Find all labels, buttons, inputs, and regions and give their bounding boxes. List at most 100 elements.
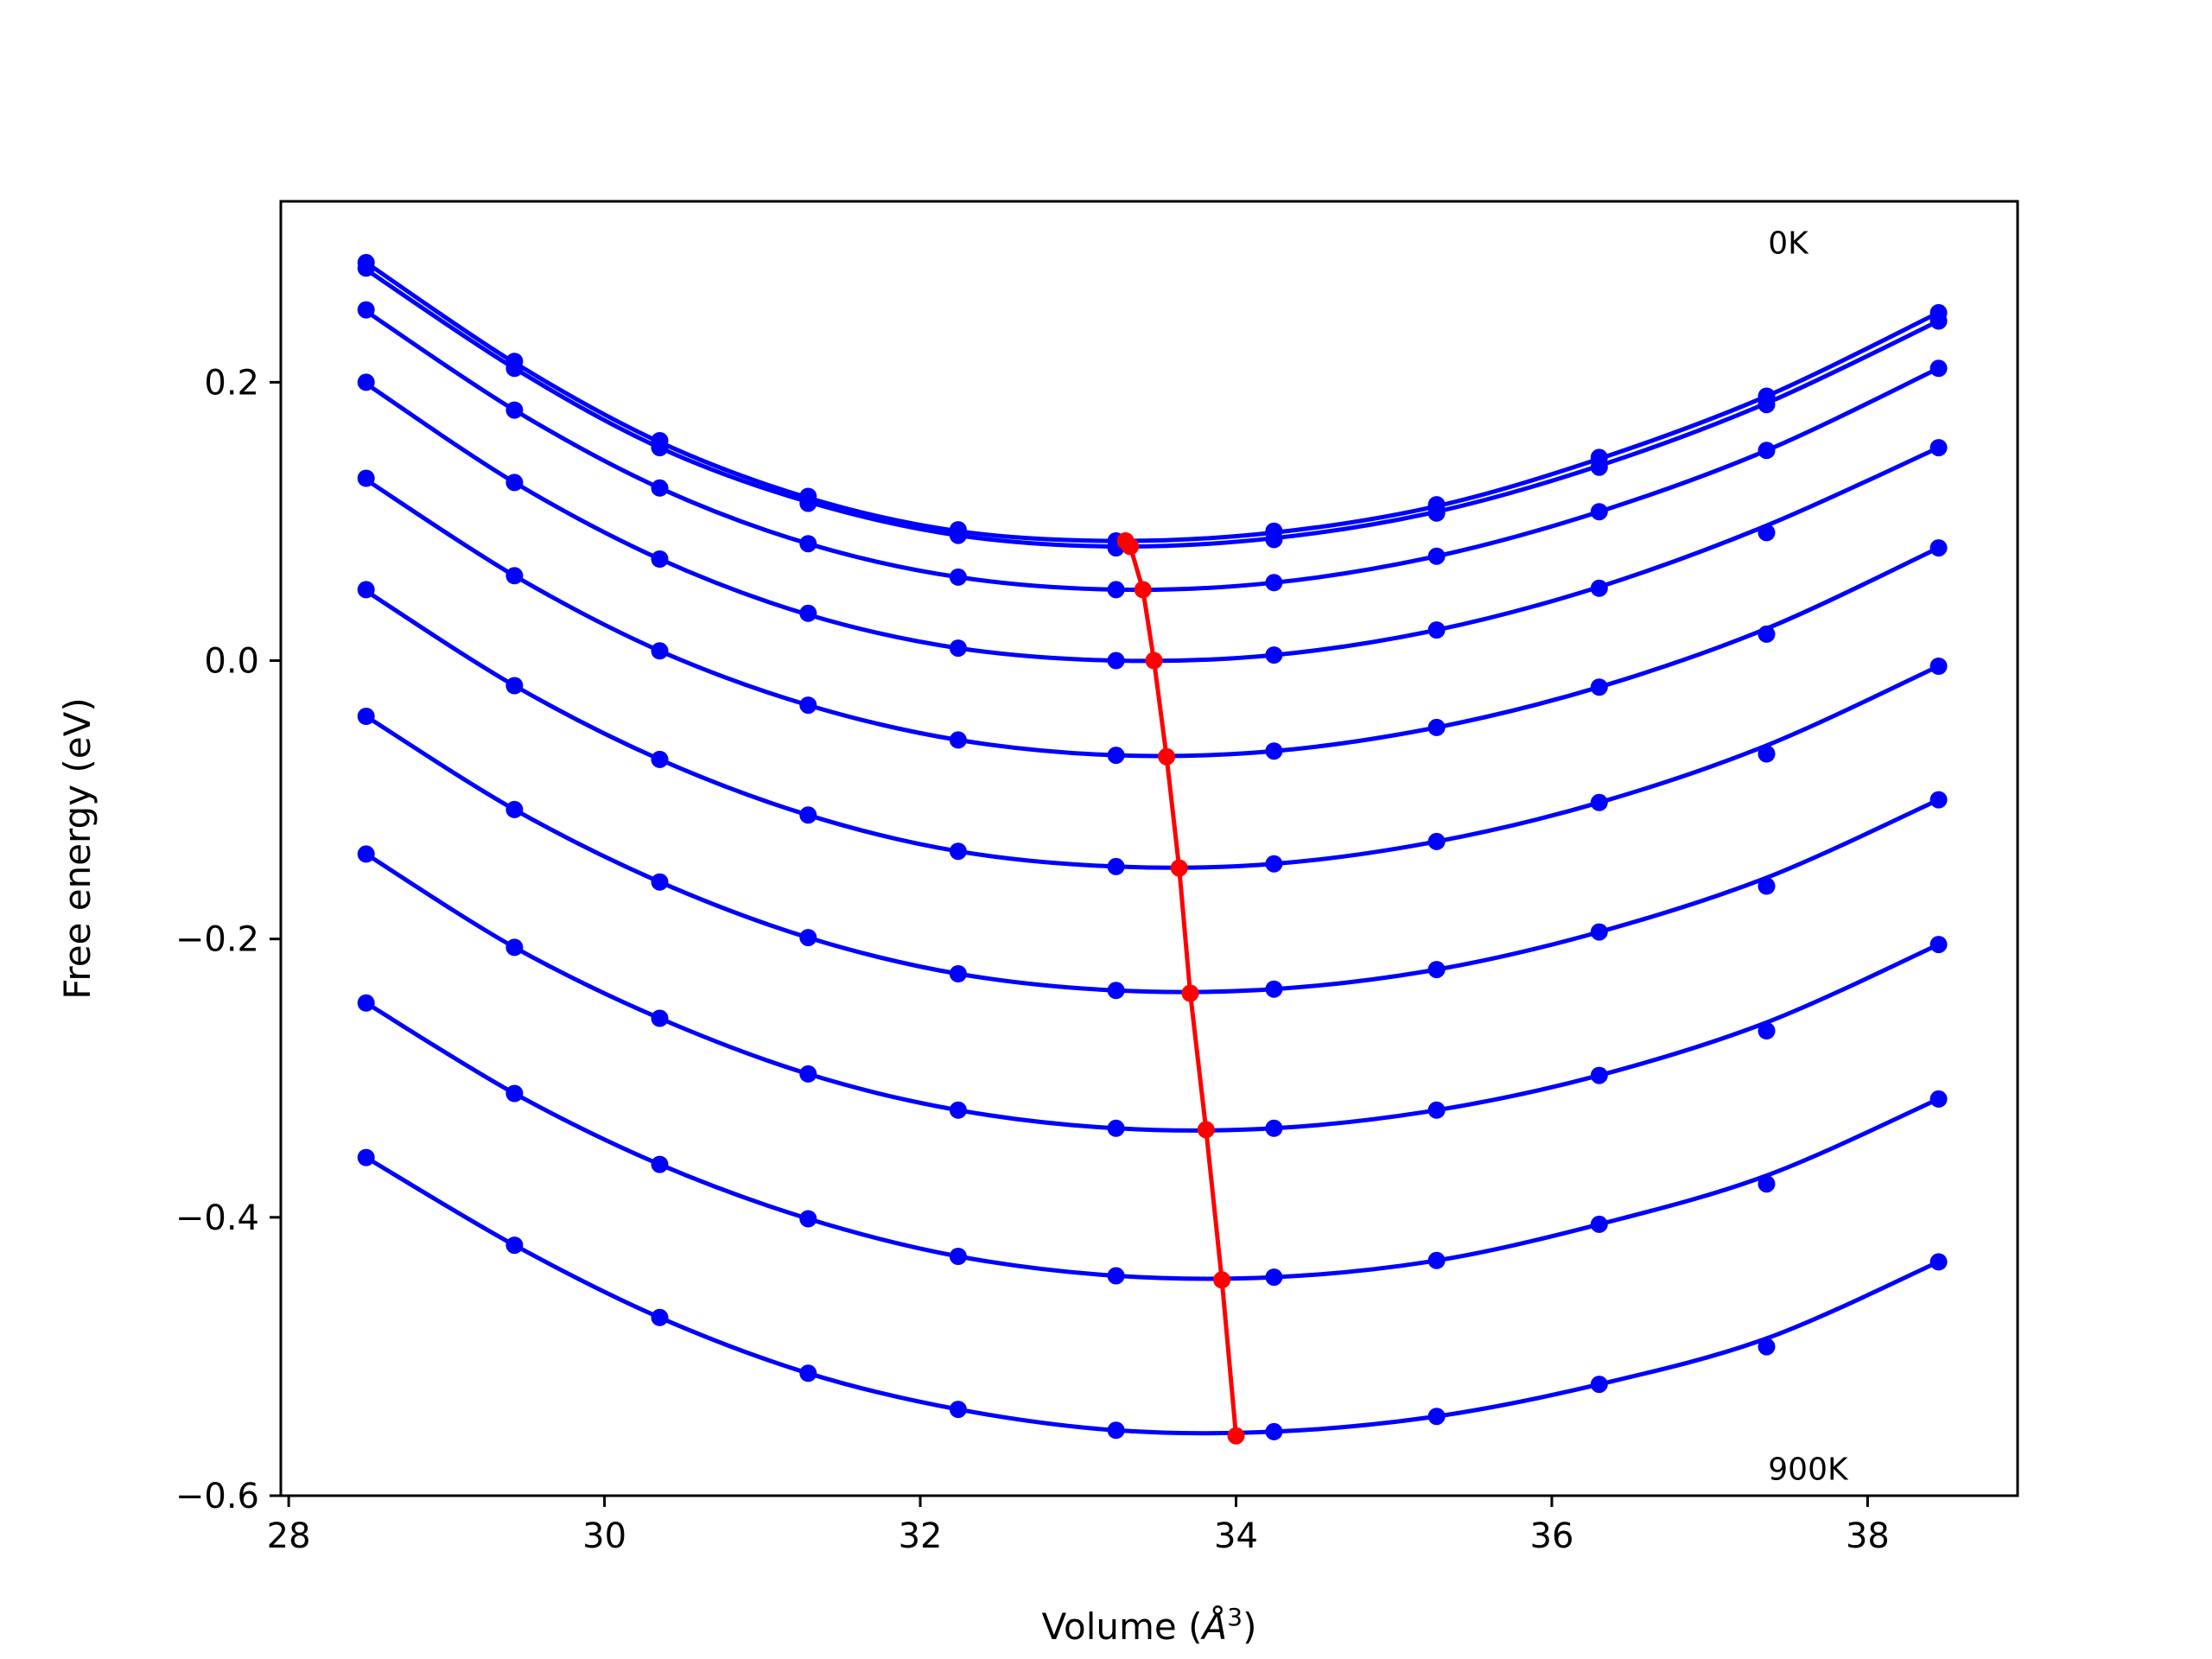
data-point-5-4 (949, 842, 967, 861)
data-point-2-6 (1265, 574, 1283, 592)
data-point-2-8 (1590, 503, 1608, 521)
data-point-8-2 (651, 1155, 669, 1173)
data-point-7-3 (799, 1065, 817, 1083)
data-point-2-1 (505, 401, 524, 419)
data-point-2-7 (1427, 547, 1446, 565)
data-point-3-3 (799, 604, 817, 622)
minimum-point-4 (1158, 747, 1176, 766)
y-tick-label-3: 0.0 (204, 642, 259, 682)
data-point-9-7 (1427, 1408, 1446, 1426)
data-point-2-2 (651, 479, 669, 497)
y-tick-label-2: −0.2 (175, 920, 259, 960)
annotation-1: 900K (1768, 1452, 1849, 1487)
x-tick-label-2: 32 (899, 1516, 943, 1556)
x-axis-unit-exp: 3 (1227, 1603, 1243, 1631)
x-tick-label-0: 28 (267, 1516, 311, 1556)
data-point-6-2 (651, 873, 669, 891)
x-tick-label-3: 34 (1214, 1516, 1258, 1556)
data-point-9-3 (799, 1364, 817, 1382)
y-tick-label-4: 0.2 (204, 363, 259, 403)
data-point-5-7 (1427, 832, 1446, 850)
data-point-2-3 (799, 535, 817, 553)
data-point-7-10 (1929, 936, 1948, 954)
data-point-9-9 (1758, 1338, 1776, 1356)
data-point-4-8 (1590, 678, 1608, 696)
data-point-6-9 (1758, 877, 1776, 895)
data-point-4-1 (505, 567, 524, 585)
data-point-1-3 (799, 494, 817, 512)
data-point-8-6 (1265, 1268, 1283, 1287)
data-point-1-2 (651, 439, 669, 457)
data-point-5-10 (1929, 658, 1948, 675)
minima-layer (1116, 532, 1245, 1445)
data-point-8-5 (1107, 1267, 1125, 1285)
x-tick-label-5: 38 (1846, 1516, 1890, 1556)
data-point-2-5 (1107, 581, 1125, 599)
data-point-8-4 (949, 1248, 967, 1265)
data-point-4-4 (949, 731, 967, 749)
x-axis-label: Volume (Å3) (1042, 1603, 1257, 1648)
data-point-7-8 (1590, 1066, 1608, 1084)
minimum-point-6 (1181, 984, 1199, 1002)
data-point-5-3 (799, 806, 817, 824)
minimum-point-5 (1170, 859, 1188, 877)
data-point-5-6 (1265, 855, 1283, 873)
data-point-3-8 (1590, 579, 1608, 597)
data-point-4-3 (799, 696, 817, 715)
data-point-8-10 (1929, 1090, 1948, 1108)
data-point-6-5 (1107, 982, 1125, 1000)
data-point-6-4 (949, 965, 967, 982)
annotation-0: 0K (1768, 226, 1809, 261)
data-point-5-2 (651, 750, 669, 768)
data-point-8-3 (799, 1210, 817, 1228)
data-point-2-9 (1758, 442, 1776, 460)
data-point-6-1 (505, 800, 524, 818)
data-point-7-0 (357, 845, 375, 863)
data-point-9-5 (1107, 1421, 1125, 1440)
minimum-point-2 (1134, 581, 1152, 599)
data-point-9-4 (949, 1401, 967, 1419)
data-point-7-1 (505, 938, 524, 957)
data-point-4-7 (1427, 718, 1446, 736)
data-point-1-1 (505, 359, 524, 378)
data-point-8-9 (1758, 1175, 1776, 1193)
data-point-5-1 (505, 677, 524, 695)
data-point-3-2 (651, 550, 669, 568)
data-point-6-7 (1427, 961, 1446, 979)
data-point-1-8 (1590, 458, 1608, 476)
data-point-5-9 (1758, 745, 1776, 763)
data-point-6-6 (1265, 980, 1283, 998)
data-point-3-1 (505, 474, 524, 492)
data-point-7-4 (949, 1101, 967, 1119)
data-point-2-4 (949, 568, 967, 586)
y-axis-label: Free energy (eV) (56, 697, 99, 1000)
y-axis-ticks: −0.6 −0.4 −0.2 0.0 0.2 (175, 363, 281, 1516)
plot-frame (279, 200, 2019, 1497)
data-point-1-9 (1758, 396, 1776, 414)
data-point-7-6 (1265, 1119, 1283, 1137)
minimum-point-1 (1122, 537, 1140, 556)
data-point-8-7 (1427, 1251, 1446, 1269)
data-point-1-7 (1427, 504, 1446, 522)
data-point-9-2 (651, 1308, 669, 1326)
annotations-layer: 0K 900K (1768, 226, 1849, 1487)
data-point-6-8 (1590, 923, 1608, 941)
minimum-point-9 (1227, 1427, 1245, 1445)
data-point-8-8 (1590, 1215, 1608, 1233)
data-point-7-9 (1758, 1022, 1776, 1039)
data-point-3-5 (1107, 652, 1125, 670)
data-point-8-1 (505, 1084, 524, 1103)
x-tick-label-1: 30 (582, 1516, 626, 1556)
data-point-4-9 (1758, 625, 1776, 643)
data-point-3-0 (357, 373, 375, 391)
data-point-1-0 (357, 259, 375, 277)
data-point-5-0 (357, 581, 375, 599)
x-tick-label-4: 36 (1530, 1516, 1574, 1556)
data-point-3-9 (1758, 524, 1776, 542)
data-point-9-10 (1929, 1253, 1948, 1271)
data-point-1-4 (949, 526, 967, 544)
data-point-9-8 (1590, 1376, 1608, 1394)
minimum-point-7 (1197, 1121, 1215, 1139)
